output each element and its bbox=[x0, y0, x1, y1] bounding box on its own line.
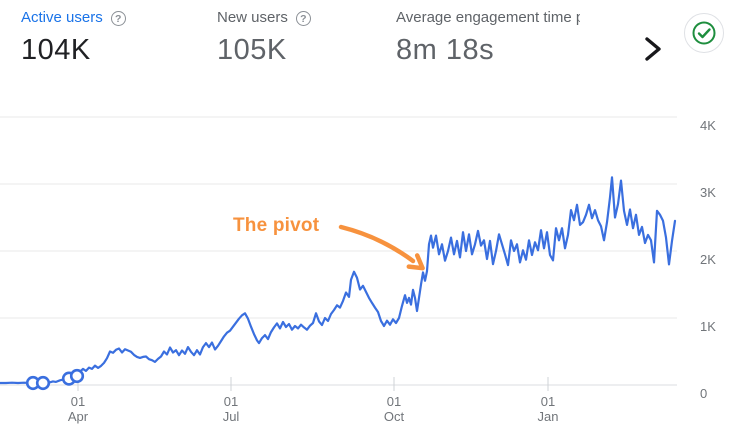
truncated-text: p bbox=[576, 9, 580, 27]
y-axis-label: 1K bbox=[700, 319, 716, 334]
metric-value: 105K bbox=[217, 34, 287, 66]
help-icon[interactable]: ? bbox=[110, 10, 126, 26]
check-circle-icon bbox=[692, 21, 716, 45]
data-quality-badge[interactable] bbox=[684, 13, 724, 53]
x-axis-label-day: 01 bbox=[387, 394, 401, 409]
annotation-label: The pivot bbox=[233, 215, 320, 236]
x-axis-label-month: Oct bbox=[384, 409, 405, 424]
x-axis-label-day: 01 bbox=[224, 394, 238, 409]
help-icon[interactable]: ? bbox=[295, 10, 311, 26]
data-point-marker[interactable] bbox=[35, 375, 51, 391]
y-axis-label: 4K bbox=[700, 118, 716, 133]
x-axis-label-month: Jul bbox=[223, 409, 240, 424]
y-axis-label: 2K bbox=[700, 252, 716, 267]
x-axis-label-month: Apr bbox=[68, 409, 89, 424]
next-metric-chevron-icon[interactable] bbox=[643, 37, 663, 61]
x-axis-label-day: 01 bbox=[71, 394, 85, 409]
metric-label: Active users bbox=[21, 9, 103, 26]
metric-value: 104K bbox=[21, 34, 91, 66]
metric-new-users[interactable]: New users ? 105K bbox=[217, 9, 311, 67]
y-axis-label: 3K bbox=[700, 185, 716, 200]
x-axis-label-month: Jan bbox=[538, 409, 559, 424]
metric-label: Average engagement time p bbox=[396, 9, 580, 27]
metric-label: New users bbox=[217, 9, 288, 26]
annotation-arrow bbox=[338, 224, 425, 271]
y-axis-label: 0 bbox=[700, 386, 707, 401]
x-axis-label-day: 01 bbox=[541, 394, 555, 409]
metric-avg-engagement-time[interactable]: Average engagement time p 8m 18s bbox=[396, 9, 642, 67]
data-point-marker[interactable] bbox=[69, 368, 85, 384]
metric-value: 8m 18s bbox=[396, 34, 495, 66]
metric-active-users[interactable]: Active users ? 104K bbox=[21, 9, 126, 67]
chart-line[interactable] bbox=[0, 176, 677, 385]
